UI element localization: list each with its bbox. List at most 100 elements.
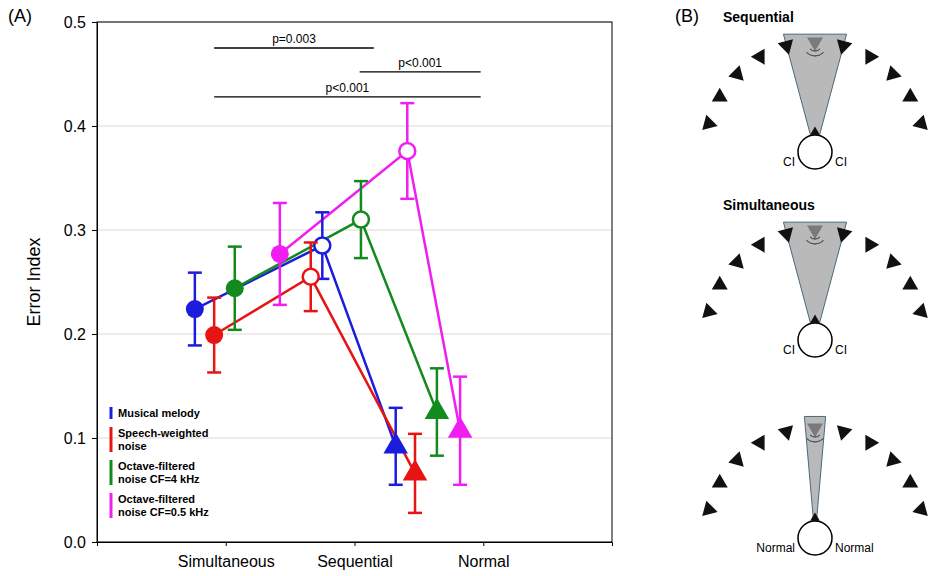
series-line bbox=[280, 151, 460, 431]
error-bar-cap bbox=[304, 310, 318, 313]
legend: Musical melody Speech-weightednoise Octave… bbox=[111, 407, 209, 518]
tick: Normal bbox=[458, 542, 510, 570]
axis-title: Error Index bbox=[24, 237, 44, 326]
tick-label: 0.5 bbox=[64, 14, 86, 31]
error-bar bbox=[400, 103, 414, 199]
error-bar-cap bbox=[228, 329, 242, 332]
speaker bbox=[778, 39, 797, 56]
error-bar-cap bbox=[453, 484, 467, 487]
annotations: p=0.003p<0.001p<0.001 bbox=[214, 32, 481, 97]
tick-mark bbox=[92, 22, 97, 23]
ear-label: CI bbox=[835, 155, 847, 169]
speaker bbox=[881, 253, 902, 274]
legend-swatch bbox=[110, 460, 113, 485]
speaker bbox=[833, 39, 852, 56]
legend-swatch bbox=[110, 427, 113, 452]
speaker bbox=[712, 276, 732, 297]
error-bar-cap bbox=[188, 344, 202, 347]
tick-mark bbox=[483, 542, 484, 546]
sound-wave bbox=[807, 240, 824, 244]
tick: 0.1 bbox=[64, 430, 97, 447]
sound-wave bbox=[807, 438, 824, 442]
axis: Simultaneous Sequential Normal bbox=[98, 542, 613, 570]
legend-label: Speech-weightednoise bbox=[118, 427, 208, 452]
plot-frame bbox=[97, 22, 612, 542]
error-bar-cap bbox=[315, 211, 329, 214]
error-bar-cap bbox=[273, 202, 287, 205]
error-bar-cap bbox=[400, 198, 414, 201]
sound-wave bbox=[807, 52, 824, 56]
speaker bbox=[833, 425, 852, 442]
speaker bbox=[778, 227, 797, 244]
ear-label: CI bbox=[835, 343, 847, 357]
tick-mark bbox=[92, 438, 97, 439]
marker bbox=[383, 432, 408, 453]
marker bbox=[226, 279, 244, 297]
error-bar-cap bbox=[207, 296, 221, 299]
legend-swatch bbox=[110, 407, 113, 419]
speaker bbox=[751, 435, 772, 455]
tick: Sequential bbox=[317, 542, 393, 570]
diagram-title: Simultaneous bbox=[723, 197, 815, 213]
head bbox=[798, 323, 832, 357]
speaker bbox=[833, 227, 852, 244]
diagram-row: SequentialCICI bbox=[702, 9, 928, 169]
marker bbox=[403, 459, 428, 480]
marker bbox=[303, 269, 319, 285]
legend-label: Octave-filterednoise CF=4 kHz bbox=[118, 460, 200, 485]
tick-label: 0.2 bbox=[64, 326, 86, 343]
tick: Simultaneous bbox=[178, 542, 275, 570]
tick: 0.3 bbox=[64, 222, 97, 239]
speaker bbox=[881, 65, 902, 86]
tick-mark bbox=[92, 542, 97, 543]
significance-bar bbox=[214, 96, 481, 97]
marker bbox=[448, 417, 473, 438]
error-bar-cap bbox=[228, 245, 242, 248]
speaker bbox=[778, 425, 797, 442]
error-bar-cap bbox=[389, 407, 403, 410]
diagram: SequentialCICISimultaneousCICINormalNorm… bbox=[702, 9, 928, 555]
marker bbox=[186, 300, 204, 318]
nose bbox=[810, 512, 820, 520]
speaker bbox=[751, 237, 772, 257]
error-bar-cap bbox=[389, 484, 403, 487]
significance-bar bbox=[214, 47, 374, 48]
nose bbox=[810, 126, 820, 134]
sound-wave bbox=[810, 435, 820, 437]
ear-label: Normal bbox=[835, 541, 874, 555]
tick-mark bbox=[355, 542, 356, 546]
speaker bbox=[858, 435, 879, 455]
panel-label: (A) bbox=[8, 6, 32, 26]
speaker bbox=[712, 88, 732, 109]
series-line bbox=[235, 220, 437, 412]
grid-line bbox=[97, 230, 612, 231]
tick-label: Simultaneous bbox=[178, 553, 275, 570]
speaker bbox=[751, 49, 772, 69]
tick: 0.4 bbox=[64, 118, 97, 135]
marker bbox=[205, 326, 223, 344]
legend-label: Musical melody bbox=[118, 407, 201, 419]
error-bar-cap bbox=[273, 304, 287, 307]
diagram-title: Sequential bbox=[723, 9, 794, 25]
marker bbox=[314, 238, 330, 254]
tick-mark bbox=[92, 334, 97, 335]
error-bar-cap bbox=[354, 180, 368, 183]
error-bar bbox=[315, 212, 329, 279]
speaker bbox=[910, 501, 927, 520]
tick: 0.0 bbox=[64, 534, 97, 551]
speaker bbox=[910, 303, 927, 322]
error-bar-cap bbox=[188, 271, 202, 274]
tick: 0.5 bbox=[64, 14, 97, 31]
error-bar-cap bbox=[207, 371, 221, 374]
error-bar-cap bbox=[354, 257, 368, 260]
tick-mark bbox=[226, 542, 227, 546]
grid bbox=[97, 22, 612, 542]
error-bar-cap bbox=[453, 375, 467, 378]
error-bar bbox=[304, 242, 318, 311]
panel-label: (B) bbox=[675, 6, 699, 26]
speaker bbox=[712, 474, 732, 495]
marker bbox=[399, 143, 415, 159]
significance-bar bbox=[360, 71, 481, 72]
series-line bbox=[214, 277, 415, 474]
speaker bbox=[858, 49, 879, 69]
